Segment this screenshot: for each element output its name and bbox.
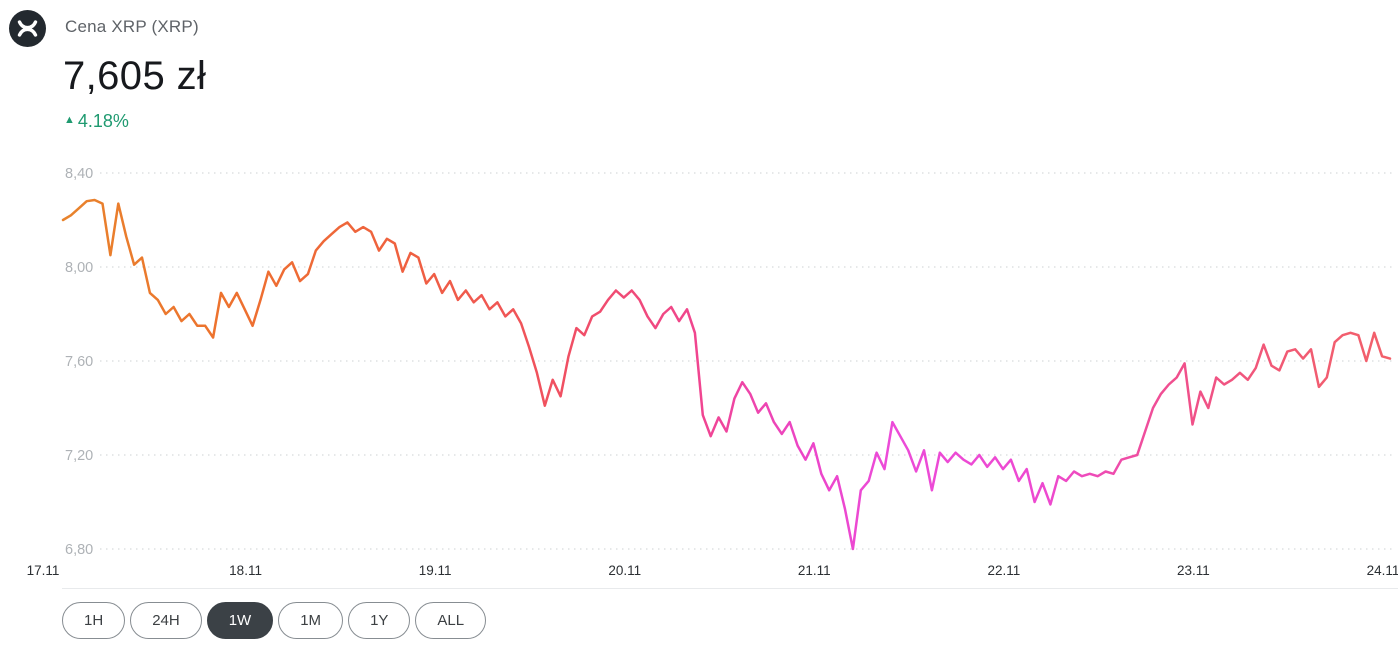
timeframe-button-1h[interactable]: 1H [62, 602, 126, 639]
price-change-value: 4.18% [77, 111, 129, 131]
x-axis-label: 19.11 [419, 563, 452, 578]
y-axis-label: 7,20 [65, 448, 93, 464]
price-line [61, 198, 1392, 551]
price-chart-canvas[interactable]: 8,40 8,00 7,60 7,20 6,80 17.11 18.11 19.11 20.11… [0, 0, 1398, 592]
x-axis-label: 17.11 [27, 563, 60, 578]
timeframe-button-all[interactable]: ALL [415, 602, 487, 639]
timeframe-button-1m[interactable]: 1M [278, 602, 344, 639]
timeframe-selector: 1H 24H 1W 1M 1Y ALL [62, 602, 487, 639]
chart-footer-divider [62, 588, 1398, 589]
x-axis-label: 21.11 [798, 563, 831, 578]
timeframe-button-1y[interactable]: 1Y [348, 602, 411, 639]
x-axis-label: 18.11 [229, 563, 262, 578]
widget-title: Cena XRP (XRP) [65, 17, 199, 36]
x-axis-label: 23.11 [1177, 563, 1210, 578]
timeframe-button-1w[interactable]: 1W [206, 602, 274, 639]
up-arrow-icon: ▲ [64, 114, 75, 126]
xrp-logo-icon [9, 10, 46, 47]
x-axis-label: 20.11 [608, 563, 641, 578]
price-change: ▲ 4.18% [64, 111, 129, 132]
current-price: 7,605 zł [63, 54, 207, 98]
y-axis-label: 6,80 [65, 542, 93, 558]
x-axis-label: 24.11 [1367, 563, 1398, 578]
y-axis-label: 7,60 [65, 354, 93, 370]
y-axis-label: 8,40 [65, 166, 93, 182]
y-axis-label: 8,00 [65, 260, 93, 276]
timeframe-button-24h[interactable]: 24H [130, 602, 202, 639]
x-axis-label: 22.11 [987, 563, 1020, 578]
